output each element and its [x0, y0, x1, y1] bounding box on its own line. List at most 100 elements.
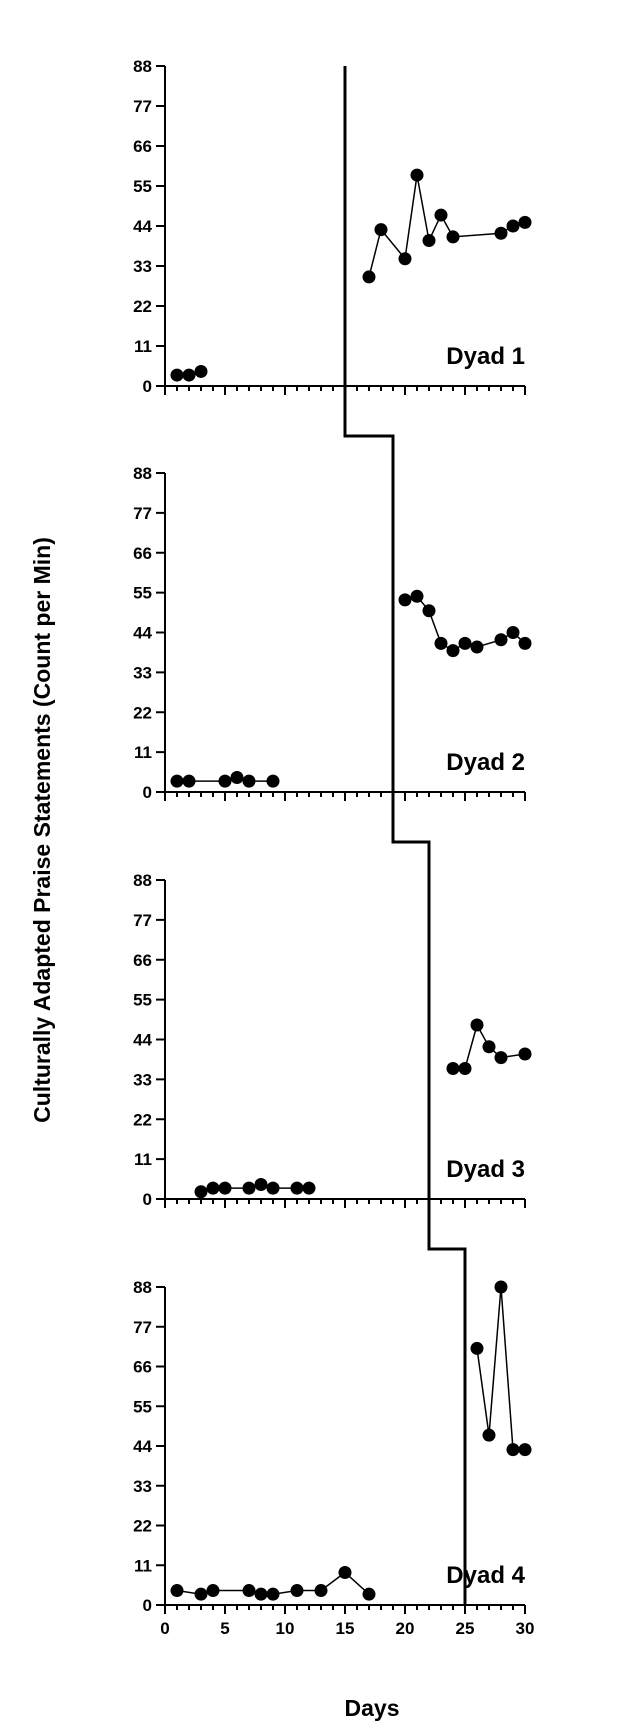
x-tick-label: 25	[456, 1619, 475, 1638]
intervention-point	[518, 636, 532, 650]
intervention-point	[470, 1018, 484, 1032]
y-tick-label: 55	[133, 991, 152, 1010]
y-tick-label: 33	[133, 663, 152, 682]
x-axis-title: Days	[345, 1695, 400, 1721]
intervention-point	[410, 589, 424, 603]
intervention-line	[368, 174, 526, 278]
phase-connector	[391, 792, 431, 880]
baseline-point	[194, 1587, 208, 1601]
y-tick-label: 77	[133, 97, 152, 116]
y-tick-label: 77	[133, 504, 152, 523]
baseline-point	[206, 1181, 220, 1195]
intervention-line	[404, 595, 526, 652]
phase-connector	[427, 1199, 467, 1287]
y-tick-label: 77	[133, 1318, 152, 1337]
y-tick-label: 66	[133, 137, 152, 156]
y-tick-label: 88	[133, 464, 152, 483]
x-tick-label: 30	[516, 1619, 535, 1638]
y-tick-label: 11	[134, 337, 152, 356]
y-axis-title: Culturally Adapted Praise Statements (Co…	[29, 537, 55, 1123]
y-tick-label: 33	[133, 257, 152, 276]
chart-panels: 0 11 22 33 44 55 66 77 88 Dyad 1 0 11 22 33 44 55 66 77 88…	[133, 57, 534, 1638]
y-tick-label: 66	[133, 1358, 152, 1377]
baseline-point	[218, 774, 232, 788]
x-tick-label: 10	[276, 1619, 295, 1638]
baseline-point	[182, 774, 196, 788]
baseline-point	[266, 774, 280, 788]
intervention-point	[434, 636, 448, 650]
intervention-line	[476, 1286, 525, 1451]
baseline-point	[338, 1565, 352, 1579]
baseline-point	[182, 368, 196, 382]
intervention-point	[482, 1040, 496, 1054]
x-tick-label: 20	[396, 1619, 415, 1638]
intervention-point	[506, 219, 520, 233]
dyad-label: Dyad 1	[446, 343, 525, 370]
baseline-point	[314, 1584, 328, 1598]
baseline-point	[242, 774, 256, 788]
x-tick-label: 0	[160, 1619, 169, 1638]
intervention-point	[398, 252, 412, 266]
y-tick-label: 11	[134, 1150, 152, 1169]
dyad-label: Dyad 4	[446, 1562, 525, 1589]
intervention-point	[470, 640, 484, 654]
y-tick-label: 0	[143, 1596, 152, 1615]
baseline-point	[218, 1181, 232, 1195]
intervention-point	[494, 1280, 508, 1294]
panel-2: 0 11 22 33 44 55 66 77 88 Dyad 2	[133, 464, 532, 802]
x-tick-label: 5	[220, 1619, 229, 1638]
baseline-point	[362, 1587, 376, 1601]
baseline-point	[194, 364, 208, 378]
y-tick-label: 66	[133, 951, 152, 970]
intervention-point	[482, 1428, 496, 1442]
y-tick-label: 22	[133, 1110, 152, 1129]
baseline-point	[242, 1181, 256, 1195]
intervention-point	[458, 636, 472, 650]
baseline-point	[206, 1584, 220, 1598]
dyad-label: Dyad 2	[446, 749, 525, 776]
intervention-point	[494, 226, 508, 240]
baseline-point	[230, 771, 244, 784]
y-tick-label: 22	[133, 703, 152, 722]
baseline-point	[266, 1587, 280, 1601]
baseline-point	[170, 368, 184, 382]
phase-connector	[343, 386, 395, 473]
y-tick-label: 22	[133, 1517, 152, 1536]
y-tick-label: 33	[133, 1477, 152, 1496]
baseline-point	[254, 1587, 268, 1601]
baseline-point	[266, 1181, 280, 1195]
baseline-point	[194, 1185, 208, 1199]
y-tick-label: 22	[133, 297, 152, 316]
baseline-point	[170, 1584, 184, 1598]
intervention-point	[422, 234, 436, 248]
intervention-point	[518, 215, 532, 229]
y-tick-label: 44	[133, 624, 152, 643]
intervention-point	[362, 270, 376, 284]
y-tick-label: 33	[133, 1070, 152, 1089]
baseline-point	[254, 1178, 268, 1191]
y-tick-label: 44	[133, 1031, 152, 1050]
intervention-point	[494, 633, 508, 647]
baseline-point	[242, 1584, 256, 1598]
intervention-point	[518, 1443, 532, 1457]
y-tick-label: 88	[133, 57, 152, 76]
x-tick-label: 15	[336, 1619, 355, 1638]
y-tick-label: 11	[134, 1556, 152, 1575]
y-tick-label: 0	[143, 377, 152, 396]
panel-3: 0 11 22 33 44 55 66 77 88 Dyad 3	[133, 871, 532, 1209]
dyad-label: Dyad 3	[446, 1156, 525, 1183]
intervention-point	[446, 230, 460, 244]
baseline-point	[290, 1584, 304, 1598]
intervention-point	[446, 1062, 460, 1075]
intervention-point	[422, 604, 436, 618]
y-tick-label: 0	[143, 783, 152, 802]
baseline-point	[290, 1181, 304, 1195]
panel-4: 0 11 22 33 44 55 66 77 88 0 5 10 15 20 25 30 Dyad 4	[133, 1278, 534, 1638]
y-tick-label: 55	[133, 177, 152, 196]
baseline-point	[302, 1181, 316, 1195]
intervention-point	[434, 208, 448, 222]
intervention-point	[506, 1443, 520, 1457]
y-tick-label: 88	[133, 871, 152, 890]
panel-1: 0 11 22 33 44 55 66 77 88 Dyad 1	[133, 57, 532, 396]
